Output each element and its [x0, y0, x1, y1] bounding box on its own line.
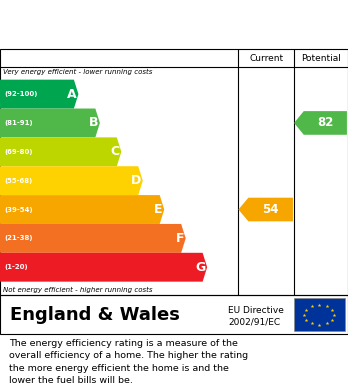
Text: Not energy efficient - higher running costs: Not energy efficient - higher running co…	[3, 287, 153, 293]
Bar	[294, 298, 345, 331]
Polygon shape	[0, 109, 100, 137]
Text: E: E	[154, 203, 163, 216]
Text: 2002/91/EC: 2002/91/EC	[228, 317, 280, 326]
Text: (21-38): (21-38)	[4, 235, 33, 241]
Text: The energy efficiency rating is a measure of the
overall efficiency of a home. T: The energy efficiency rating is a measur…	[9, 339, 248, 386]
Text: 54: 54	[262, 203, 279, 216]
Polygon shape	[238, 198, 293, 221]
Text: Potential: Potential	[301, 54, 341, 63]
Polygon shape	[0, 80, 78, 109]
Text: (55-68): (55-68)	[4, 178, 32, 184]
Text: Energy Efficiency Rating: Energy Efficiency Rating	[9, 17, 230, 32]
Text: (92-100): (92-100)	[4, 91, 38, 97]
Text: Very energy efficient - lower running costs: Very energy efficient - lower running co…	[3, 69, 153, 75]
Text: (69-80): (69-80)	[4, 149, 33, 155]
Text: (1-20): (1-20)	[4, 264, 28, 270]
Polygon shape	[0, 253, 207, 282]
Text: F: F	[175, 232, 184, 245]
Text: (39-54): (39-54)	[4, 206, 33, 213]
Polygon shape	[0, 137, 121, 166]
Polygon shape	[0, 166, 143, 195]
Polygon shape	[294, 111, 347, 135]
Polygon shape	[0, 195, 164, 224]
Text: G: G	[195, 261, 205, 274]
Text: D: D	[131, 174, 141, 187]
Text: C: C	[110, 145, 120, 158]
Text: EU Directive: EU Directive	[228, 305, 284, 315]
Polygon shape	[0, 224, 186, 253]
Text: A: A	[67, 88, 77, 100]
Text: B: B	[89, 117, 98, 129]
Text: England & Wales: England & Wales	[10, 306, 180, 324]
Text: 82: 82	[317, 117, 333, 129]
Text: Current: Current	[249, 54, 283, 63]
Text: (81-91): (81-91)	[4, 120, 33, 126]
